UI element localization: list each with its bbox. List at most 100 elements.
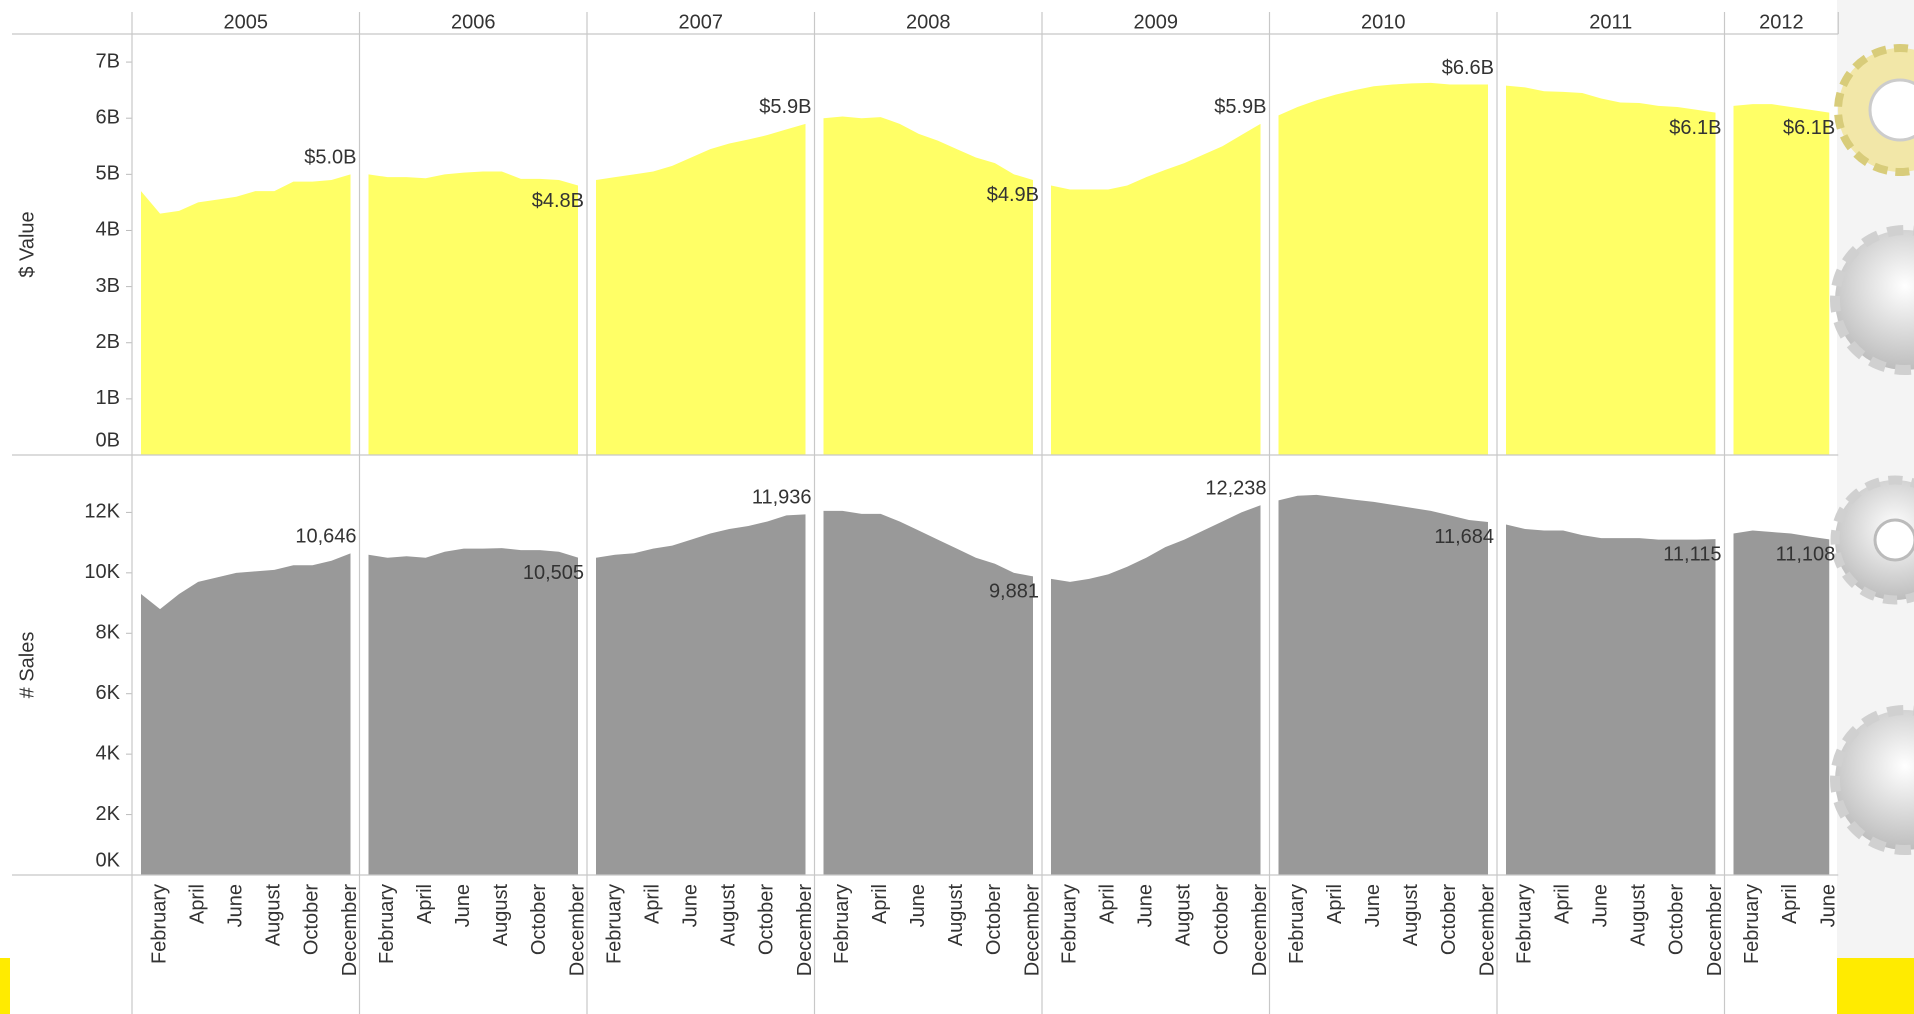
x-tick-label: October xyxy=(1211,884,1233,955)
plot-area: 2005 February April June August October Decemb… xyxy=(12,11,1840,1014)
x-tick-label: June xyxy=(1818,884,1840,927)
area xyxy=(368,548,578,875)
y-tick-label: 4B xyxy=(96,219,120,241)
data-label: 11,108 xyxy=(1776,544,1836,566)
x-tick-label: June xyxy=(225,884,247,927)
x-tick-label: October xyxy=(528,884,550,955)
axis-title: # Sales xyxy=(16,632,38,699)
y-tick-label: 12K xyxy=(84,501,120,523)
data-label: $5.9B xyxy=(1214,96,1266,118)
data-label: $5.9B xyxy=(759,96,811,118)
y-tick-label: 0K xyxy=(96,849,121,871)
x-tick-label: August xyxy=(263,884,285,947)
area xyxy=(1278,494,1488,875)
area xyxy=(596,123,806,456)
area xyxy=(1733,530,1830,875)
x-tick-label: October xyxy=(1438,884,1460,955)
x-tick-label: December xyxy=(1249,884,1271,977)
data-label: $4.9B xyxy=(987,184,1039,206)
facet-label: 2005 xyxy=(224,11,269,33)
data-label: 10,505 xyxy=(523,562,584,584)
x-tick-label: June xyxy=(907,884,929,927)
facet-label: 2009 xyxy=(1134,11,1179,33)
y-tick-label: 6B xyxy=(96,106,120,128)
data-label: $5.0B xyxy=(304,147,356,169)
data-label: 11,936 xyxy=(752,487,812,509)
x-tick-label: April xyxy=(186,884,208,924)
facet-label: 2007 xyxy=(679,11,724,33)
y-tick-label: 0B xyxy=(96,429,120,451)
x-tick-label: February xyxy=(1741,884,1763,964)
x-tick-label: April xyxy=(1096,884,1118,924)
facet-label: 2011 xyxy=(1589,11,1632,33)
data-label: $6.1B xyxy=(1669,117,1721,139)
x-tick-label: August xyxy=(718,884,740,947)
data-label: 9,881 xyxy=(989,581,1039,603)
data-label: $6.1B xyxy=(1783,117,1835,139)
area xyxy=(1051,123,1261,456)
x-tick-label: December xyxy=(566,884,588,977)
x-tick-label: October xyxy=(983,884,1005,955)
area xyxy=(823,116,1033,456)
x-tick-label: August xyxy=(1173,884,1195,947)
axis-title: $ Value xyxy=(16,211,38,277)
x-tick-label: February xyxy=(148,884,170,964)
x-tick-label: February xyxy=(1058,884,1080,964)
data-label: $6.6B xyxy=(1442,57,1494,79)
x-tick-label: February xyxy=(1286,884,1308,964)
x-tick-label: August xyxy=(1628,884,1650,947)
x-tick-label: December xyxy=(339,884,361,977)
x-tick-label: April xyxy=(1779,884,1801,924)
facet-label: 2008 xyxy=(906,11,951,33)
x-tick-label: August xyxy=(490,884,512,947)
area xyxy=(1506,85,1716,455)
data-label: 11,115 xyxy=(1663,543,1721,565)
x-tick-label: October xyxy=(1666,884,1688,955)
x-tick-label: August xyxy=(945,884,967,947)
area xyxy=(141,174,351,456)
x-tick-label: October xyxy=(756,884,778,955)
y-tick-label: 7B xyxy=(96,50,120,72)
data-label: 12,238 xyxy=(1205,477,1266,499)
area xyxy=(141,553,351,875)
x-tick-label: June xyxy=(1590,884,1612,927)
y-tick-label: 8K xyxy=(96,622,121,644)
area xyxy=(1506,524,1716,875)
y-tick-label: 3B xyxy=(96,275,120,297)
x-tick-label: December xyxy=(794,884,816,977)
facet-label: 2010 xyxy=(1361,11,1406,33)
x-tick-label: April xyxy=(641,884,663,924)
x-tick-label: June xyxy=(1362,884,1384,927)
area xyxy=(368,171,578,455)
area xyxy=(823,510,1033,875)
y-tick-label: 2B xyxy=(96,331,120,353)
x-tick-label: February xyxy=(1513,884,1535,964)
facet-label: 2012 xyxy=(1759,11,1804,33)
area xyxy=(1733,104,1830,456)
x-tick-label: April xyxy=(1551,884,1573,924)
x-tick-label: December xyxy=(1476,884,1498,977)
data-label: 11,684 xyxy=(1434,526,1494,548)
x-tick-label: June xyxy=(680,884,702,927)
area xyxy=(1051,505,1261,875)
y-tick-label: 6K xyxy=(96,682,121,704)
x-tick-label: December xyxy=(1021,884,1043,977)
x-tick-label: February xyxy=(603,884,625,964)
x-tick-label: February xyxy=(831,884,853,964)
area xyxy=(596,514,806,875)
facet-label: 2006 xyxy=(451,11,496,33)
area xyxy=(1278,82,1488,455)
x-tick-label: April xyxy=(414,884,436,924)
data-label: $4.8B xyxy=(532,190,584,212)
y-tick-label: 10K xyxy=(84,561,120,583)
y-tick-label: 5B xyxy=(96,163,120,185)
x-tick-label: August xyxy=(1400,884,1422,947)
y-tick-label: 4K xyxy=(96,742,121,764)
y-tick-label: 1B xyxy=(96,387,120,409)
x-tick-label: June xyxy=(452,884,474,927)
x-tick-label: April xyxy=(1324,884,1346,924)
data-label: 10,646 xyxy=(295,526,356,548)
x-tick-label: June xyxy=(1135,884,1157,927)
